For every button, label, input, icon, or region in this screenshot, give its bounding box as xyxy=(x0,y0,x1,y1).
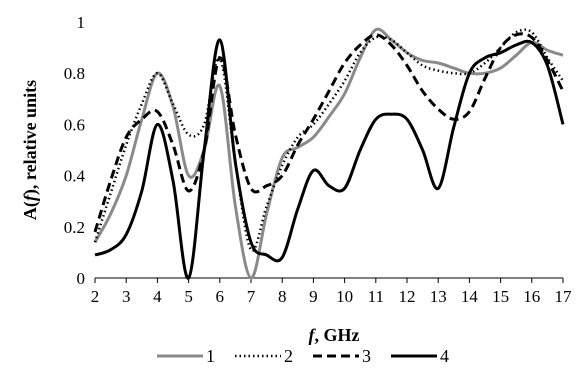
x-tick-label: 12 xyxy=(399,287,416,306)
x-tick-label: 10 xyxy=(336,287,353,306)
x-tick-label: 6 xyxy=(216,287,225,306)
y-axis-label: A(f), relative units xyxy=(20,80,41,220)
y-tick-label: 1 xyxy=(77,13,86,32)
x-tick-label: 16 xyxy=(523,287,540,306)
legend-label-1: 1 xyxy=(206,346,215,366)
x-tick-label: 7 xyxy=(247,287,256,306)
x-tick-label: 13 xyxy=(430,287,447,306)
legend-label-2: 2 xyxy=(284,346,293,366)
x-axis-ticks: 2 3 4 5 6 7 8 9 10 11 12 13 14 15 16 17 xyxy=(91,278,572,306)
x-tick-label: 17 xyxy=(555,287,573,306)
x-axis-label: f, GHz xyxy=(309,325,360,345)
x-tick-label: 9 xyxy=(309,287,318,306)
y-tick-label: 0.8 xyxy=(64,64,85,83)
series-line-4 xyxy=(94,38,565,280)
series-line-1 xyxy=(93,27,564,280)
x-tick-label: 11 xyxy=(368,287,384,306)
x-tick-label: 14 xyxy=(461,287,479,306)
y-tick-label: 0.4 xyxy=(64,167,86,186)
legend-label-4: 4 xyxy=(440,346,449,366)
x-tick-label: 5 xyxy=(184,287,193,306)
series-lines xyxy=(93,27,565,280)
x-tick-label: 2 xyxy=(91,287,100,306)
y-axis-label-prefix: A( xyxy=(20,201,41,220)
legend: 1 2 3 4 xyxy=(157,346,449,366)
y-tick-label: 0.2 xyxy=(64,218,85,237)
y-tick-label: 0 xyxy=(77,269,86,288)
y-axis-ticks: 0 0.2 0.4 0.6 0.8 1 xyxy=(64,13,86,288)
series-line-3 xyxy=(93,32,565,233)
series-line-2 xyxy=(93,28,565,252)
legend-label-3: 3 xyxy=(362,346,371,366)
x-tick-label: 3 xyxy=(122,287,131,306)
x-tick-label: 15 xyxy=(492,287,509,306)
x-tick-label: 4 xyxy=(153,287,162,306)
y-tick-label: 0.6 xyxy=(64,115,85,134)
x-tick-label: 8 xyxy=(278,287,287,306)
